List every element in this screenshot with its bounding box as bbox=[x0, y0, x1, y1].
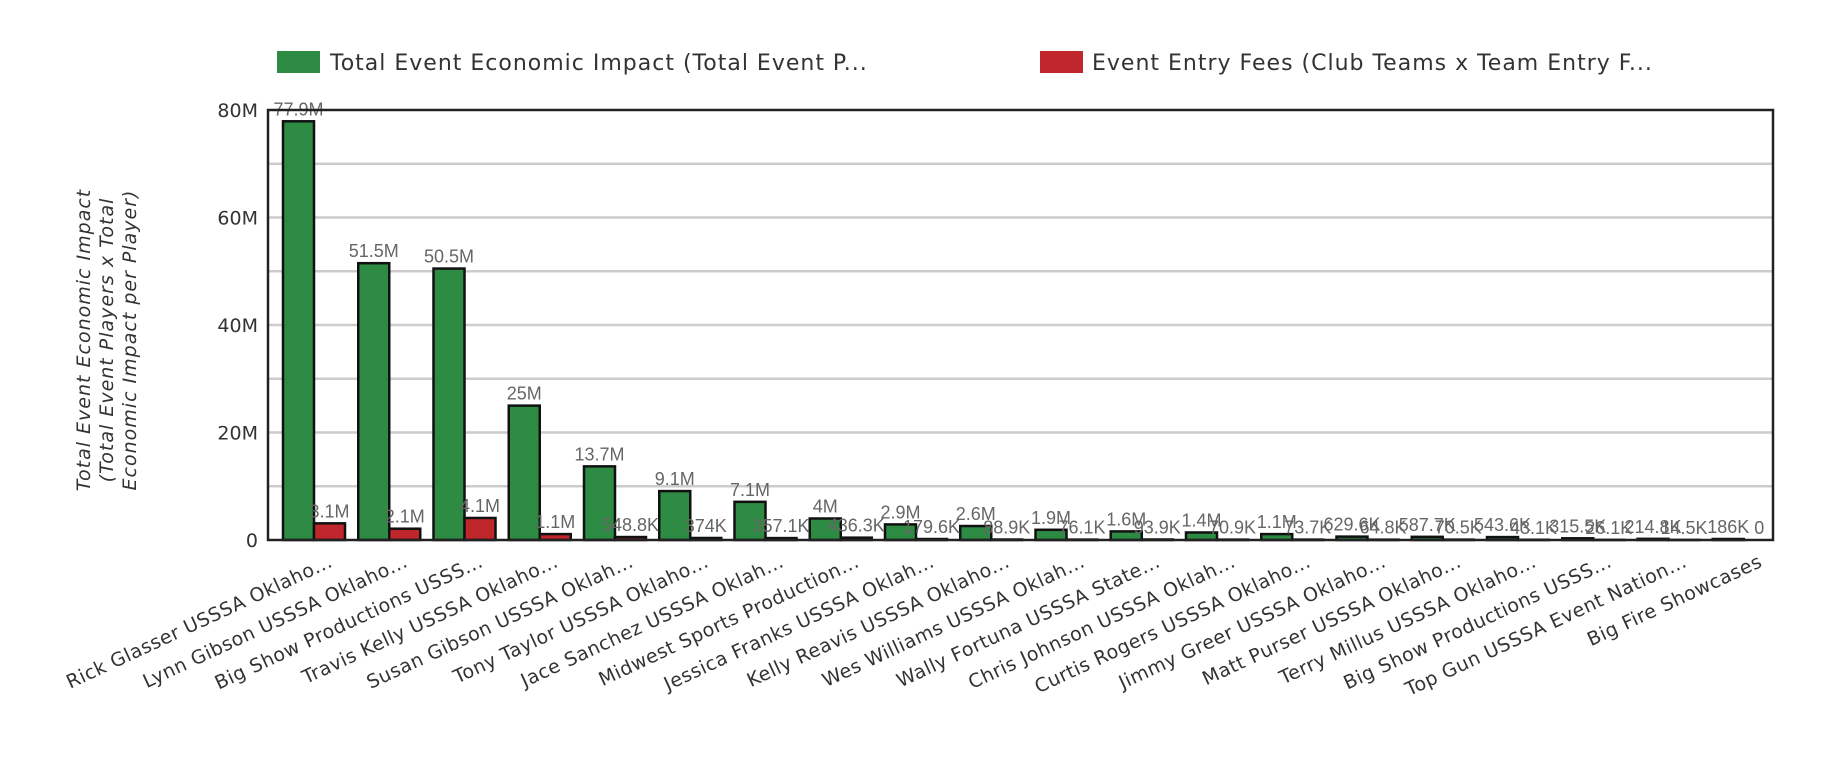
value-labels: 77.9M3.1M51.5M2.1M50.5M4.1M25M1.1M13.7M5… bbox=[273, 99, 1764, 538]
data-label-total-economic-impact: 25M bbox=[507, 384, 542, 404]
bar-total-economic-impact bbox=[658, 489, 692, 542]
bars bbox=[281, 120, 1745, 542]
bar-entry-fees bbox=[312, 522, 347, 542]
data-label-entry-fees: 1.1M bbox=[535, 512, 575, 532]
legend-swatch-event-entry-fees bbox=[1040, 51, 1083, 73]
data-label-entry-fees: 374K bbox=[685, 516, 727, 536]
data-label-total-economic-impact: 315.5K bbox=[1549, 516, 1606, 536]
data-label-total-economic-impact: 214.8K bbox=[1624, 517, 1681, 537]
data-label-entry-fees: 179.6K bbox=[903, 517, 960, 537]
y-tick-label: 40M bbox=[217, 315, 258, 337]
data-label-entry-fees: 436.3K bbox=[828, 516, 885, 536]
data-label-entry-fees: 357.1K bbox=[752, 516, 809, 536]
data-label-total-economic-impact: 2.6M bbox=[956, 504, 996, 524]
y-tick-label: 60M bbox=[217, 208, 258, 230]
data-label-total-economic-impact: 50.5M bbox=[424, 247, 474, 267]
data-label-entry-fees: 70.9K bbox=[1209, 518, 1256, 538]
data-label-total-economic-impact: 186K bbox=[1707, 517, 1749, 537]
y-tick-label: 20M bbox=[217, 423, 258, 445]
data-label-total-economic-impact: 1.1M bbox=[1257, 512, 1297, 532]
legend-swatch-total-event-economic-impact bbox=[277, 51, 320, 73]
y-axis-title: Total Event Economic Impact (Total Event… bbox=[73, 188, 141, 491]
bar-total-economic-impact bbox=[357, 261, 391, 542]
gridlines bbox=[268, 162, 1773, 488]
data-label-total-economic-impact: 13.7M bbox=[574, 444, 624, 464]
data-label-total-economic-impact: 629.6K bbox=[1323, 515, 1380, 535]
x-axis-category-labels: Rick Glasser USSSA Oklaho...Lynn Gibson … bbox=[63, 551, 1766, 701]
data-label-entry-fees: 26.1K bbox=[1585, 518, 1632, 538]
y-tick-label: 80M bbox=[217, 100, 258, 122]
data-label-total-economic-impact: 1.6M bbox=[1106, 509, 1146, 529]
bar-total-economic-impact bbox=[507, 404, 541, 542]
data-label-entry-fees: 70.5K bbox=[1435, 518, 1482, 538]
y-tick-label: 0 bbox=[246, 530, 258, 552]
data-label-total-economic-impact: 543.6K bbox=[1474, 515, 1531, 535]
legend: Total Event Economic Impact (Total Event… bbox=[277, 51, 1653, 76]
y-axis-title-line-2: (Total Event Players x Total bbox=[96, 198, 118, 483]
y-axis-title-line-1: Total Event Economic Impact bbox=[73, 188, 95, 491]
data-label-entry-fees: 43.1K bbox=[1510, 518, 1557, 538]
data-label-total-economic-impact: 587.7K bbox=[1399, 515, 1456, 535]
data-label-entry-fees: 76.1K bbox=[1058, 518, 1105, 538]
data-label-total-economic-impact: 9.1M bbox=[655, 469, 695, 489]
data-label-total-economic-impact: 2.9M bbox=[880, 502, 920, 522]
data-label-entry-fees: 2.1M bbox=[385, 507, 425, 527]
data-label-entry-fees: 93.9K bbox=[1134, 517, 1181, 537]
data-label-entry-fees: 88.9K bbox=[983, 518, 1030, 538]
data-label-entry-fees: 73.7K bbox=[1284, 518, 1331, 538]
legend-label-total-event-economic-impact: Total Event Economic Impact (Total Event… bbox=[329, 51, 868, 76]
data-label-total-economic-impact: 1.9M bbox=[1031, 508, 1071, 528]
data-label-total-economic-impact: 7.1M bbox=[730, 480, 770, 500]
data-label-entry-fees: 64.8K bbox=[1359, 518, 1406, 538]
data-label-entry-fees: 0 bbox=[1754, 518, 1764, 538]
bar-total-economic-impact bbox=[281, 120, 316, 542]
data-label-total-economic-impact: 51.5M bbox=[349, 241, 399, 261]
legend-label-event-entry-fees: Event Entry Fees (Club Teams x Team Entr… bbox=[1092, 51, 1653, 76]
data-label-total-economic-impact: 1.4M bbox=[1181, 510, 1221, 530]
data-label-total-economic-impact: 4M bbox=[813, 497, 838, 517]
plot-area-frame bbox=[266, 108, 1775, 542]
data-label-entry-fees: 14.5K bbox=[1660, 518, 1707, 538]
y-axis-ticks: 0 20M 40M 60M 80M bbox=[217, 100, 258, 552]
data-label-entry-fees: 3.1M bbox=[309, 501, 349, 521]
y-axis-title-line-3: Economic Impact per Player) bbox=[119, 190, 141, 491]
bar-entry-fees bbox=[463, 516, 497, 542]
data-label-entry-fees: 4.1M bbox=[460, 496, 500, 516]
data-label-entry-fees: 548.8K bbox=[602, 515, 659, 535]
bar-entry-fees bbox=[388, 527, 422, 542]
